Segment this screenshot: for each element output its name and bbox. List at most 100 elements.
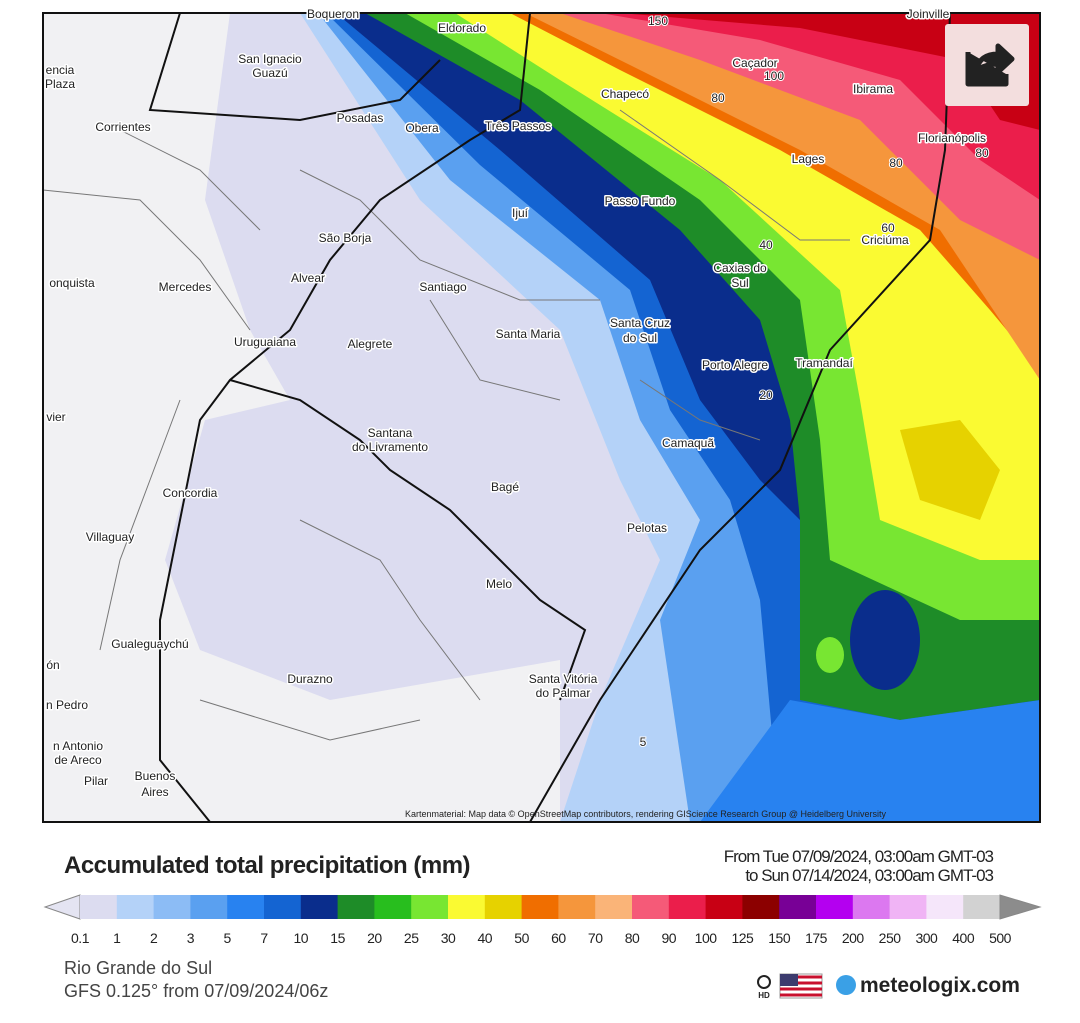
colorbar-label: 150 bbox=[768, 930, 791, 946]
place-label: Uruguaiana bbox=[234, 335, 296, 349]
rain-band bbox=[900, 420, 1000, 520]
colorbar-box bbox=[926, 895, 964, 919]
colorbar-label: 2 bbox=[150, 930, 158, 946]
place-label: Caxias do bbox=[713, 261, 767, 275]
place-label: Santiago bbox=[419, 280, 467, 294]
rain-band bbox=[620, 13, 1040, 130]
share-icon[interactable] bbox=[965, 43, 1015, 87]
place-label: Concordia bbox=[163, 486, 218, 500]
colorbar-box bbox=[80, 895, 118, 919]
colorbar-label: 30 bbox=[441, 930, 456, 946]
place-label: Santa Cruz bbox=[610, 316, 670, 330]
place-labels: Boqueron Eldorado Joinville Caçador Chapecó I… bbox=[43, 6, 987, 801]
colorbar-label: 20 bbox=[367, 930, 382, 946]
rain-core bbox=[816, 637, 844, 673]
colorbar-left-arrow bbox=[43, 894, 81, 920]
place-label: Guazú bbox=[252, 66, 287, 80]
place-label: n Pedro bbox=[46, 698, 88, 712]
place-label: onquista bbox=[49, 276, 95, 290]
flag-stripes bbox=[780, 975, 822, 997]
colorbar-label: 125 bbox=[731, 930, 754, 946]
colorbar-label: 60 bbox=[551, 930, 566, 946]
flag-canton bbox=[780, 974, 798, 986]
colorbar-box bbox=[742, 895, 780, 919]
flag-button[interactable] bbox=[779, 973, 823, 999]
place-label: Tramandaí bbox=[795, 356, 853, 370]
contour-label: 100 bbox=[764, 69, 784, 83]
share-button[interactable] bbox=[945, 24, 1029, 106]
place-label: Posadas bbox=[337, 111, 384, 125]
region: Rio Grande do Sul bbox=[64, 958, 212, 978]
hd-label[interactable]: HD bbox=[758, 991, 770, 1000]
hd-icon[interactable] bbox=[757, 975, 771, 989]
place-label: Chapecó bbox=[601, 87, 649, 101]
place-label: Joinville bbox=[907, 7, 950, 21]
place-label: n Antonio bbox=[53, 739, 103, 753]
place-label: Obera bbox=[405, 121, 439, 135]
colorbar-box bbox=[448, 895, 486, 919]
place-label: Florianópolis bbox=[918, 131, 986, 145]
colorbar-label: 70 bbox=[588, 930, 603, 946]
colorbar-box bbox=[153, 895, 191, 919]
colorbar-label: 500 bbox=[989, 930, 1012, 946]
place-label: Buenos bbox=[135, 769, 176, 783]
contour-label: 150 bbox=[648, 14, 668, 28]
colorbar-label: 90 bbox=[662, 930, 677, 946]
colorbar-box bbox=[889, 895, 927, 919]
brand-logo bbox=[836, 975, 856, 995]
place-label: Corrientes bbox=[95, 120, 150, 134]
colorbar-label: 200 bbox=[842, 930, 865, 946]
place-label: do Palmar bbox=[536, 686, 591, 700]
place-label: Alvear bbox=[291, 271, 325, 285]
colorbar-box bbox=[190, 895, 228, 919]
place-label: ón bbox=[46, 658, 59, 672]
colorbar-box bbox=[411, 895, 449, 919]
colorbar-label: 100 bbox=[695, 930, 718, 946]
place-label: Criciúma bbox=[861, 233, 909, 247]
colorbar-box bbox=[264, 895, 302, 919]
contour-label: 20 bbox=[759, 388, 773, 402]
colorbar-right-arrow bbox=[999, 894, 1042, 920]
place-label: Passo Fundo bbox=[605, 194, 676, 208]
hd-toggle[interactable]: HD bbox=[757, 975, 771, 1000]
place-label: Melo bbox=[486, 577, 512, 591]
colorbar-box bbox=[374, 895, 412, 919]
colorbar-label: 175 bbox=[805, 930, 828, 946]
place-label: Santa Maria bbox=[496, 327, 561, 341]
map: Kartenmaterial: Map data © OpenStreetMap… bbox=[43, 13, 1040, 822]
colorbar-box bbox=[852, 895, 891, 919]
colorbar-label: 15 bbox=[330, 930, 345, 946]
place-label: Plaza bbox=[45, 77, 75, 91]
place-label: Pilar bbox=[84, 774, 108, 788]
place-label: Mercedes bbox=[159, 280, 212, 294]
place-label: Eldorado bbox=[438, 21, 486, 35]
contour-label: 5 bbox=[640, 735, 647, 749]
place-label: de Areco bbox=[54, 753, 102, 767]
colorbar-box bbox=[521, 895, 559, 919]
place-label: Sul bbox=[731, 276, 748, 290]
place-label: encia bbox=[46, 63, 75, 77]
colorbar-box bbox=[816, 895, 854, 919]
place-label: Alegrete bbox=[348, 337, 393, 351]
map-attribution: Kartenmaterial: Map data © OpenStreetMap… bbox=[405, 809, 886, 819]
place-label: do Sul bbox=[623, 331, 657, 345]
colorbar-box bbox=[337, 895, 375, 919]
colorbar-label: 7 bbox=[260, 930, 268, 946]
contour-labels: 150 100 80 80 80 60 40 20 5 bbox=[639, 13, 990, 750]
colorbar-box bbox=[963, 895, 1001, 919]
period-from: From Tue 07/09/2024, 03:00am GMT-03 bbox=[724, 847, 994, 866]
place-label: Durazno bbox=[287, 672, 333, 686]
place-label: Lages bbox=[792, 152, 825, 166]
place-label: Aires bbox=[141, 785, 168, 799]
place-label: Ijuí bbox=[512, 206, 529, 220]
colorbar-label: 0.1 bbox=[71, 930, 90, 946]
colorbar-label: 50 bbox=[514, 930, 529, 946]
rain-band bbox=[700, 700, 1040, 822]
admin-borders bbox=[43, 109, 850, 741]
colorbar-label: 250 bbox=[879, 930, 902, 946]
brand-site[interactable]: meteologix.com bbox=[860, 974, 1020, 997]
colorbar-box bbox=[484, 895, 523, 919]
contour-label: 60 bbox=[881, 221, 895, 235]
place-label: Porto Alegre bbox=[702, 358, 768, 372]
